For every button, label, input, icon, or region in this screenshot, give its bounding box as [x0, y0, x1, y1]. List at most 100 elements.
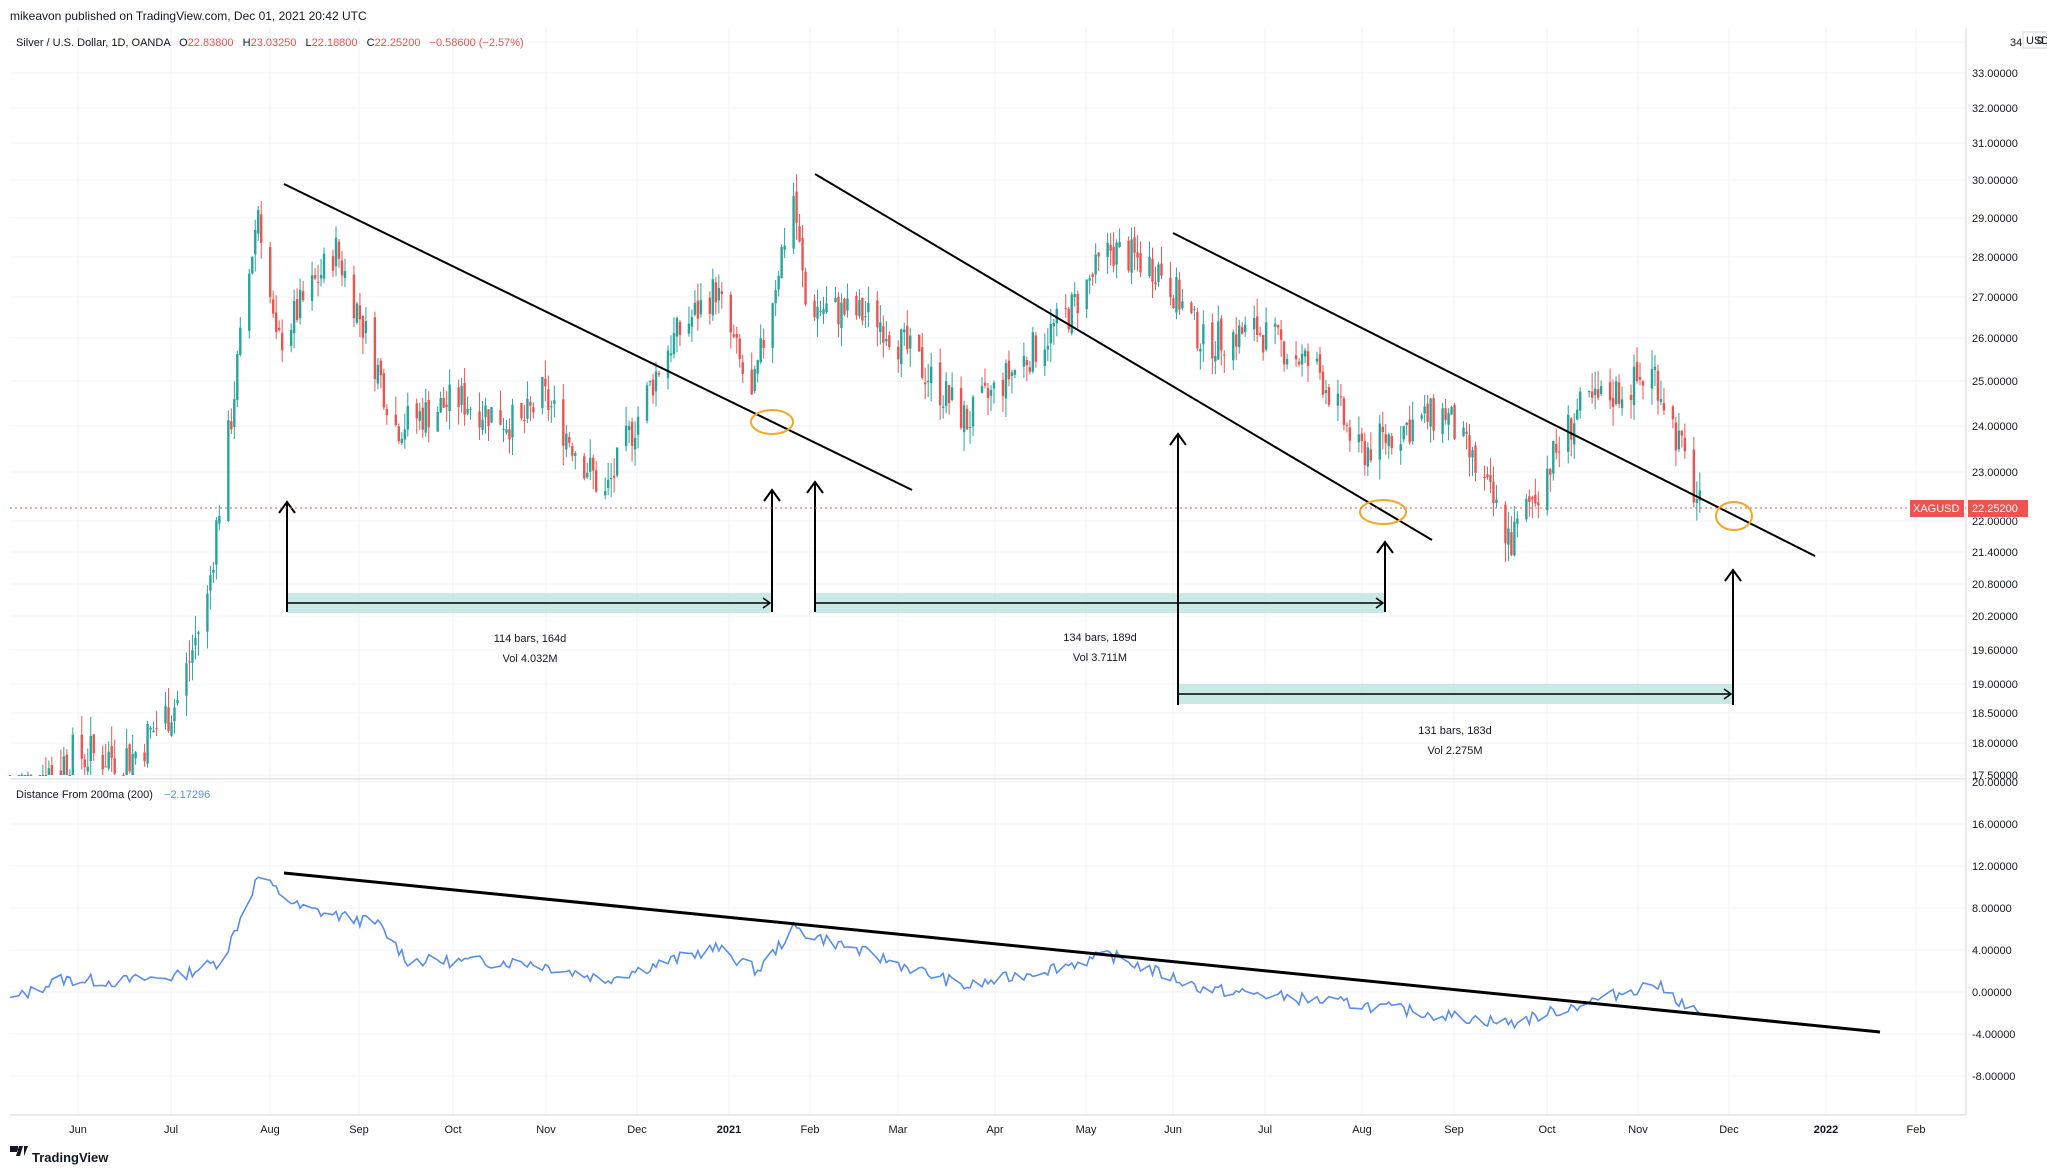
time-tick: Dec [627, 1124, 647, 1136]
last-price-badge[interactable] [1968, 500, 2028, 517]
candle-body [1318, 354, 1322, 373]
tradingview-logo[interactable]: TradingView [10, 1146, 109, 1165]
highlight-circle-1[interactable] [750, 409, 794, 435]
candle-body [17, 775, 21, 776]
candle-body [382, 373, 386, 408]
candle-body [1211, 322, 1214, 359]
candle-body [657, 372, 661, 375]
candle-body [795, 191, 798, 223]
candle-body [1590, 391, 1594, 398]
candle-body [1578, 391, 1582, 411]
candle-body [1441, 408, 1444, 435]
candle-body [1178, 279, 1181, 310]
trendline-3[interactable] [1172, 232, 1816, 557]
candle-body [1085, 279, 1088, 310]
price-tick: 29.00000 [1972, 213, 2018, 225]
candle-body [1432, 398, 1435, 431]
candle-body [583, 456, 586, 479]
candle-body [254, 230, 257, 255]
candle-body [526, 398, 529, 419]
candle-body [490, 407, 493, 423]
candle-body [1468, 435, 1471, 458]
candle-body [394, 414, 398, 425]
candle-body [1683, 437, 1687, 452]
arrow-4[interactable] [1169, 432, 1187, 705]
arrow-3[interactable] [806, 480, 824, 612]
candle-body [271, 299, 275, 314]
measure-2-vol: Vol 3.711M [1073, 652, 1127, 664]
candle-body [1650, 369, 1654, 389]
candle-body [876, 300, 879, 328]
candle-body [1549, 469, 1552, 475]
candle-body [1055, 308, 1058, 324]
candle-body [882, 326, 885, 343]
open-label: O [179, 37, 188, 49]
trendline-2[interactable] [814, 173, 1433, 541]
candle-body [550, 406, 553, 408]
candle-body [385, 409, 389, 416]
arrow-2[interactable] [763, 488, 781, 612]
candle-body [1555, 444, 1558, 453]
time-tick: Sep [349, 1124, 369, 1136]
time-tick: Feb [801, 1124, 820, 1136]
candle-body [406, 405, 409, 430]
candle-body [965, 408, 969, 430]
candle-body [403, 429, 406, 440]
trendline-1[interactable] [283, 183, 913, 491]
candle-body [1486, 474, 1489, 478]
candle-body [897, 346, 900, 360]
candle-body [615, 447, 619, 476]
candle-body [1381, 426, 1384, 433]
time-tick: Dec [1719, 1124, 1739, 1136]
price-axis[interactable]: 34. 33.00000 32.00000 31.00000 30.00000 29.00… [1972, 37, 2025, 782]
candle-body [80, 734, 83, 759]
candle-body [1471, 450, 1474, 458]
candle-body [277, 327, 281, 331]
highlight-circle-3[interactable] [1715, 501, 1753, 531]
candle-body [113, 758, 116, 774]
candle-body [1531, 497, 1534, 500]
candle-body [149, 727, 152, 730]
candle-body [215, 520, 218, 565]
candle-body [1297, 361, 1301, 365]
indicator-axis[interactable]: 20.00000 16.00000 12.00000 8.00000 4.00000 0.… [1972, 777, 2018, 1083]
candle-body [1429, 398, 1432, 427]
candle-body [741, 362, 744, 374]
arrow-5[interactable] [1376, 540, 1394, 612]
candle-body [1342, 398, 1346, 426]
indicator-legend[interactable]: Distance From 200ma (200) −2.17296 [16, 789, 210, 801]
symbol-legend[interactable]: Silver / U.S. Dollar, 1D, OANDA O22.8380… [16, 37, 524, 49]
candle-body [645, 385, 649, 421]
arrow-6[interactable] [1724, 568, 1742, 705]
time-tick: Jun [69, 1124, 87, 1136]
time-tick: Aug [1352, 1124, 1372, 1136]
candle-body [230, 421, 233, 430]
arrow-1[interactable] [278, 500, 296, 612]
indicator-trendline[interactable] [283, 871, 1881, 1034]
candle-body [1091, 274, 1094, 278]
candle-body [720, 291, 724, 294]
candle-body [68, 775, 72, 776]
candle-body [589, 457, 592, 472]
candle-body [532, 407, 535, 413]
candle-body [708, 297, 712, 314]
candle-body [921, 347, 924, 378]
candle-body [1154, 282, 1157, 285]
last-symbol-badge[interactable] [1910, 500, 1964, 517]
grid-lines [10, 28, 1966, 1115]
price-tick: 34. [2010, 37, 2025, 49]
candle-body [523, 419, 526, 422]
time-tick: Apr [986, 1124, 1003, 1136]
candle-body [675, 317, 679, 337]
currency-label: USD [2026, 35, 2047, 47]
candle-body [1094, 254, 1097, 275]
candle-body [1193, 308, 1196, 310]
candle-body [1453, 404, 1456, 439]
candle-body [1510, 532, 1513, 556]
candle-body [1620, 399, 1624, 409]
time-axis[interactable]: Jun Jul Aug Sep Oct Nov Dec 2021 Feb Mar Apr May Jun… [69, 1124, 1925, 1136]
highlight-circle-2[interactable] [1359, 499, 1407, 525]
currency-box[interactable] [2022, 31, 2047, 49]
time-tick: Jun [1164, 1124, 1182, 1136]
